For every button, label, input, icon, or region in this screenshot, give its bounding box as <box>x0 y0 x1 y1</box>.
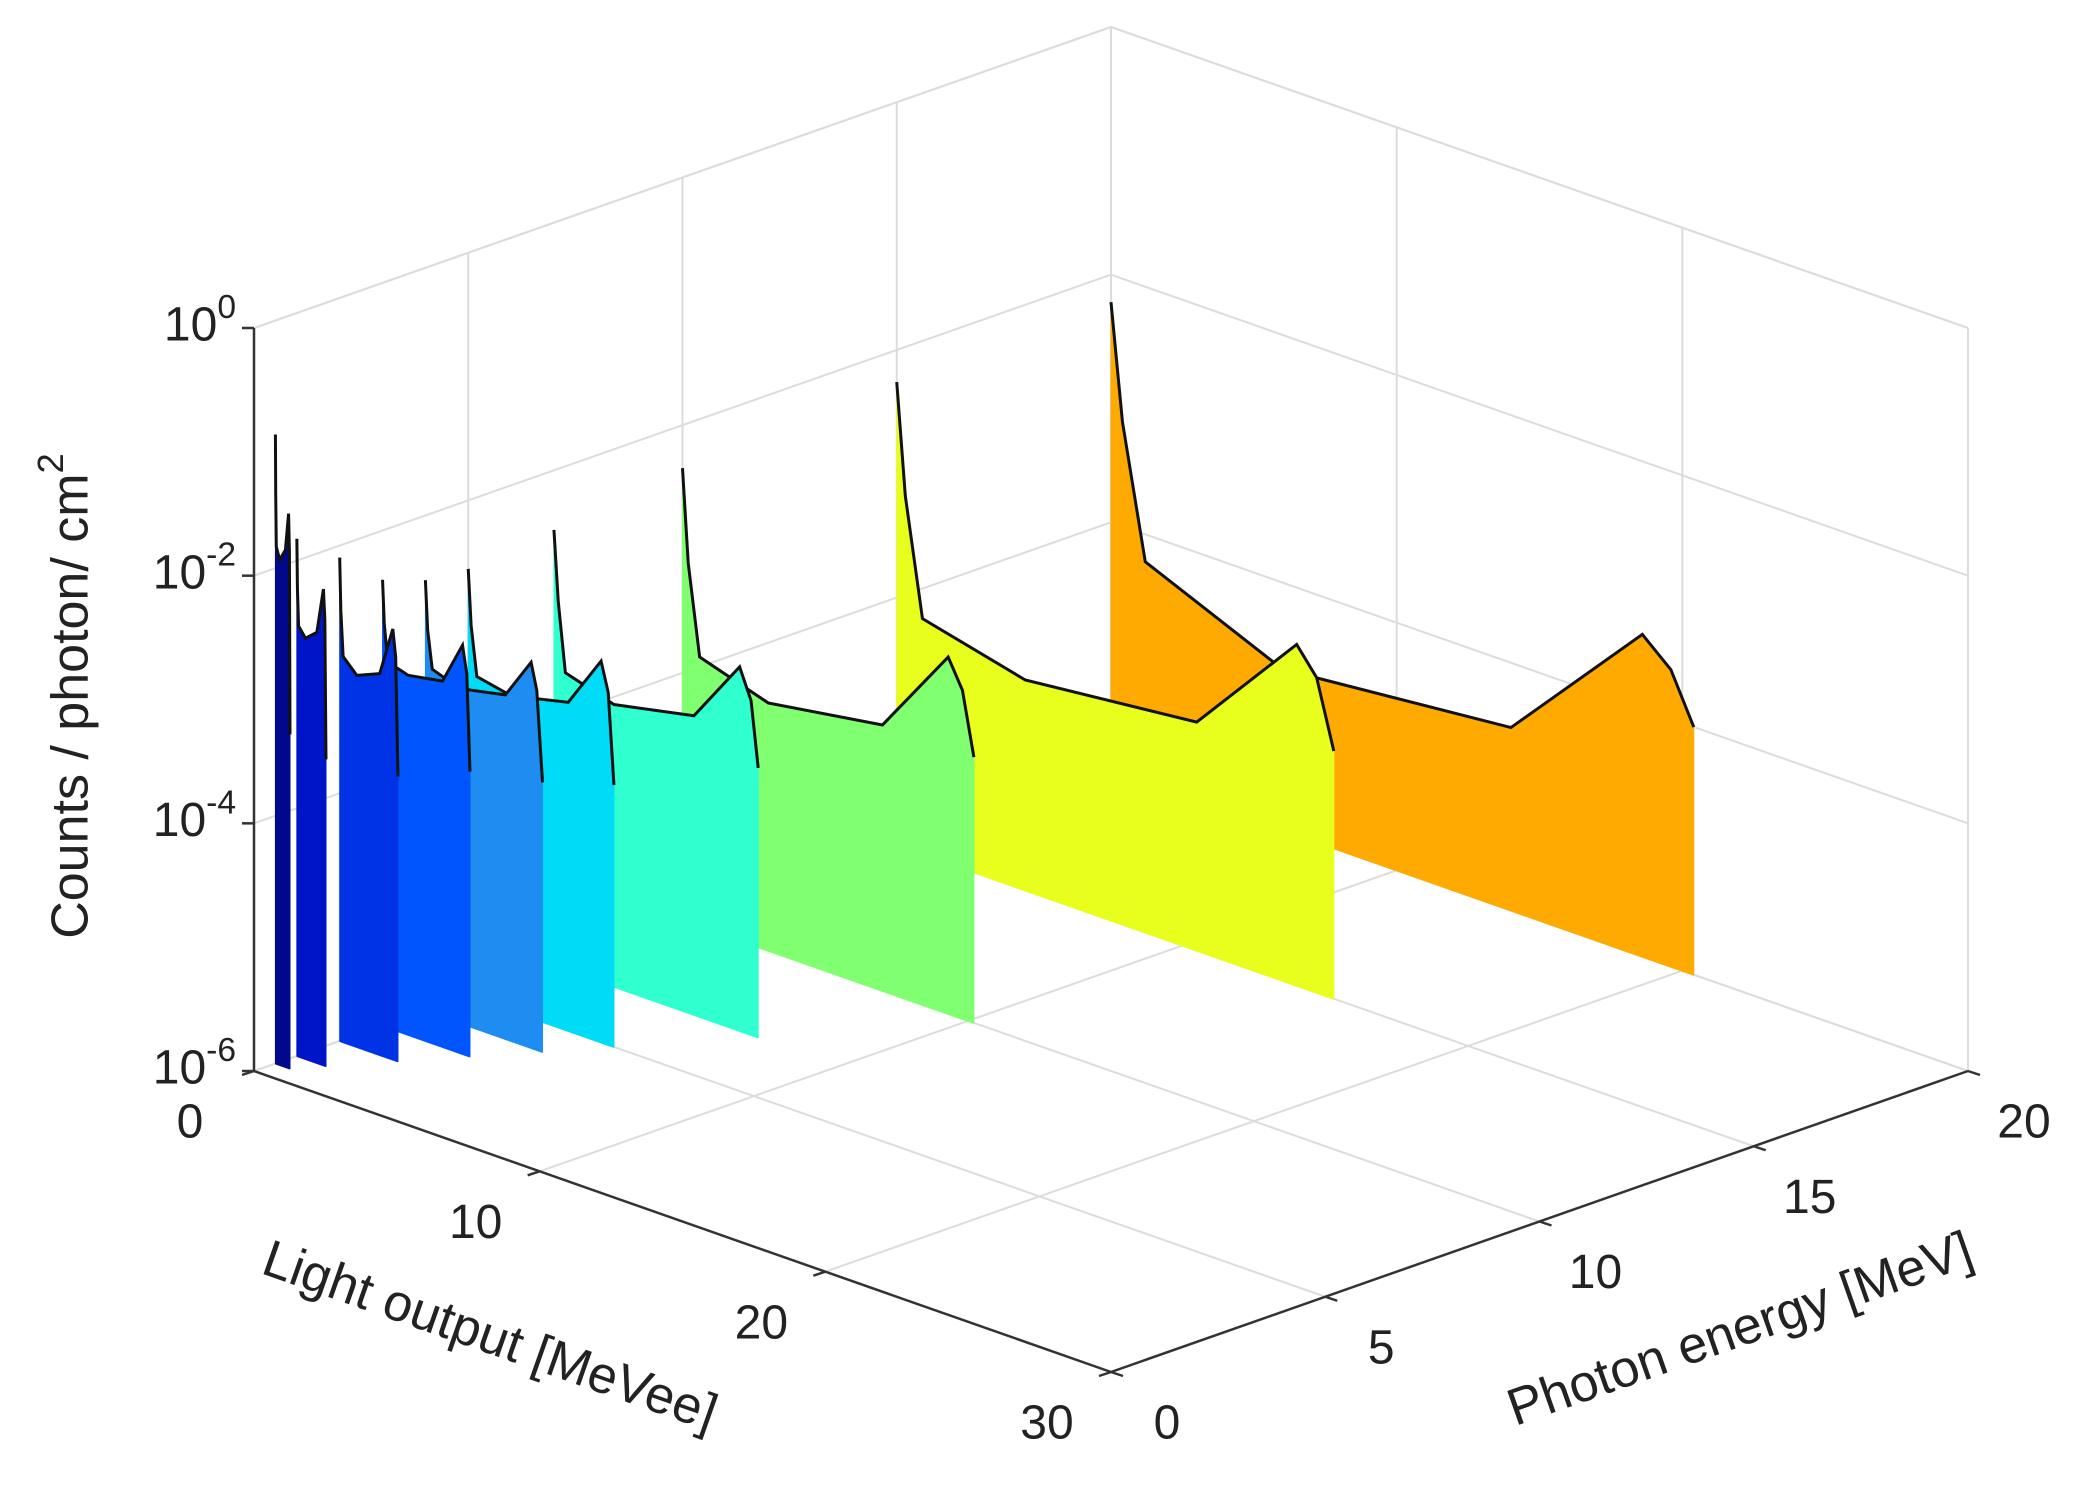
box-edge <box>1110 26 1969 329</box>
x-axis-title: Light output [MeVee] <box>255 1229 724 1442</box>
z-axis-title: Counts / photon/ cm2 <box>30 453 100 939</box>
slice-line <box>295 538 328 760</box>
slice-line <box>338 557 400 777</box>
z-tick-label: 10-2 <box>153 537 236 599</box>
slice-base <box>275 1062 291 1070</box>
x-axis <box>253 1069 1112 1374</box>
slice-line <box>466 568 616 786</box>
grid-line <box>1110 521 1969 825</box>
x-tick-label: 20 <box>735 1296 788 1349</box>
slice-line <box>381 579 472 772</box>
y-tick <box>1967 1069 1981 1077</box>
y-tick-label: 0 <box>1154 1397 1181 1450</box>
x-tick-label: 10 <box>449 1196 502 1249</box>
y-tick <box>1110 1370 1124 1378</box>
x-tick-label: 30 <box>1020 1397 1073 1450</box>
slice-area <box>296 538 327 1067</box>
slice-line <box>895 381 1336 752</box>
y-tick <box>1324 1295 1338 1302</box>
y-tick-label: 5 <box>1368 1321 1395 1374</box>
y-tick <box>1753 1145 1767 1152</box>
y-tick <box>1539 1220 1552 1227</box>
grid-line <box>825 969 1683 1273</box>
x-tick <box>527 1170 541 1177</box>
z-tick-label: 10-6 <box>153 1032 236 1094</box>
slice-base <box>296 1055 327 1068</box>
grid-line <box>1110 273 1969 577</box>
y-tick-label: 20 <box>1997 1096 2050 1149</box>
slice-line <box>1109 301 1696 730</box>
grid-line <box>253 273 1112 577</box>
slice-area <box>339 557 399 1063</box>
box-edge <box>253 26 1112 329</box>
y-tick-label: 10 <box>1569 1246 1622 1299</box>
x-tick-label: 0 <box>177 1096 204 1149</box>
x-tick <box>812 1270 826 1277</box>
y-tick-label: 15 <box>1783 1171 1836 1224</box>
z-tick-label: 100 <box>164 289 236 351</box>
x-tick <box>1098 1370 1112 1378</box>
slice-base <box>339 1039 399 1063</box>
slice-line <box>552 529 760 769</box>
slice-line <box>273 434 292 735</box>
z-tick-label: 10-4 <box>153 785 236 847</box>
slice-line <box>681 468 976 758</box>
slice-line <box>423 580 545 783</box>
